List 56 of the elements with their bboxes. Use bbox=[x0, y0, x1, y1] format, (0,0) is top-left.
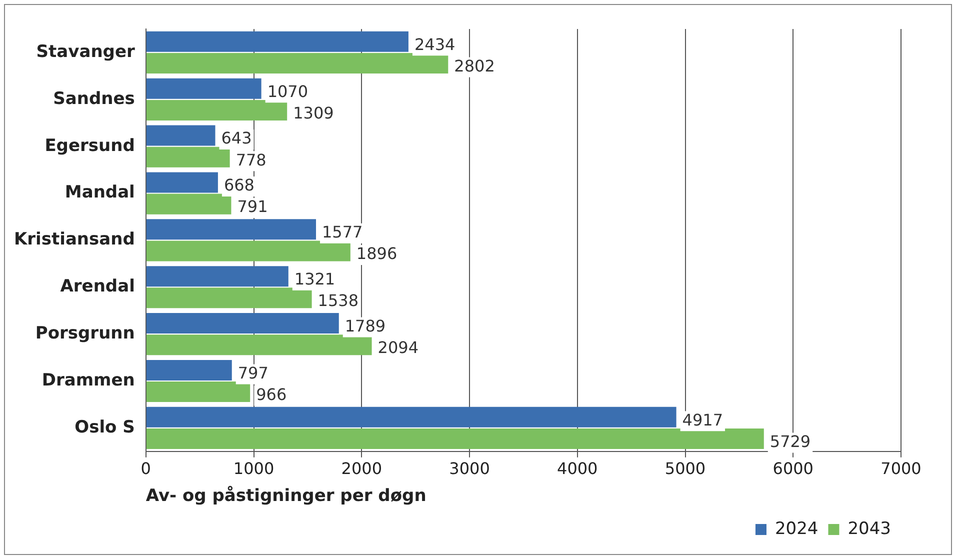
data-label: 2802 bbox=[454, 56, 495, 76]
bar bbox=[146, 125, 216, 146]
data-label: 966 bbox=[256, 384, 287, 404]
data-label: 668 bbox=[224, 176, 254, 195]
data-label: 2094 bbox=[378, 338, 418, 358]
bar bbox=[146, 172, 218, 193]
bar bbox=[146, 288, 312, 308]
y-tick-label: Mandal bbox=[64, 182, 135, 203]
bar bbox=[146, 334, 372, 356]
legend-label: 2024 bbox=[774, 518, 818, 539]
bar bbox=[146, 406, 676, 428]
y-tick-label: Sandnes bbox=[53, 88, 135, 109]
bar bbox=[146, 100, 288, 120]
y-tick-label: Stavanger bbox=[36, 42, 136, 62]
y-tick-label: Oslo S bbox=[74, 417, 135, 438]
x-tick-label: 2000 bbox=[341, 459, 382, 478]
data-label: 797 bbox=[238, 363, 268, 382]
y-tick-label: Arendal bbox=[60, 276, 135, 297]
bar bbox=[146, 53, 448, 74]
bar bbox=[146, 382, 250, 402]
bar bbox=[146, 360, 232, 380]
bar bbox=[146, 266, 288, 287]
bar bbox=[146, 240, 350, 262]
x-tick-label: 7000 bbox=[880, 459, 922, 478]
data-label: 1538 bbox=[318, 291, 359, 310]
x-tick-label: 1000 bbox=[233, 459, 274, 478]
bar bbox=[146, 194, 232, 214]
y-tick-label: Drammen bbox=[42, 370, 135, 390]
data-label: 1789 bbox=[344, 316, 386, 336]
data-label: 1309 bbox=[293, 103, 334, 122]
bar bbox=[146, 146, 230, 168]
data-label: 643 bbox=[221, 128, 252, 148]
data-label: 2434 bbox=[414, 34, 456, 54]
x-tick-label: 3000 bbox=[449, 459, 490, 478]
data-label: 1896 bbox=[356, 244, 398, 264]
data-label: 778 bbox=[236, 150, 266, 170]
y-tick-label: Kristiansand bbox=[14, 230, 135, 250]
bar bbox=[146, 428, 764, 449]
data-label: 791 bbox=[237, 197, 268, 216]
x-tick-label: 6000 bbox=[772, 459, 814, 478]
x-tick-label: 0 bbox=[140, 459, 151, 478]
y-tick-label: Porsgrunn bbox=[35, 323, 135, 344]
data-label: 5729 bbox=[770, 432, 811, 451]
bar bbox=[146, 313, 339, 334]
data-label: 4917 bbox=[682, 410, 724, 430]
bar bbox=[146, 219, 316, 240]
bar bbox=[146, 31, 408, 52]
data-label: 1577 bbox=[322, 222, 363, 242]
data-label: 1070 bbox=[267, 82, 308, 101]
x-axis-title: Av- og påstigninger per døgn bbox=[146, 485, 426, 506]
legend-label: 2043 bbox=[848, 518, 891, 539]
x-tick-label: 5000 bbox=[664, 459, 706, 478]
bar bbox=[146, 78, 262, 99]
x-tick-label: 4000 bbox=[557, 459, 598, 478]
y-tick-label: Egersund bbox=[44, 136, 135, 156]
data-label: 1321 bbox=[294, 269, 336, 288]
